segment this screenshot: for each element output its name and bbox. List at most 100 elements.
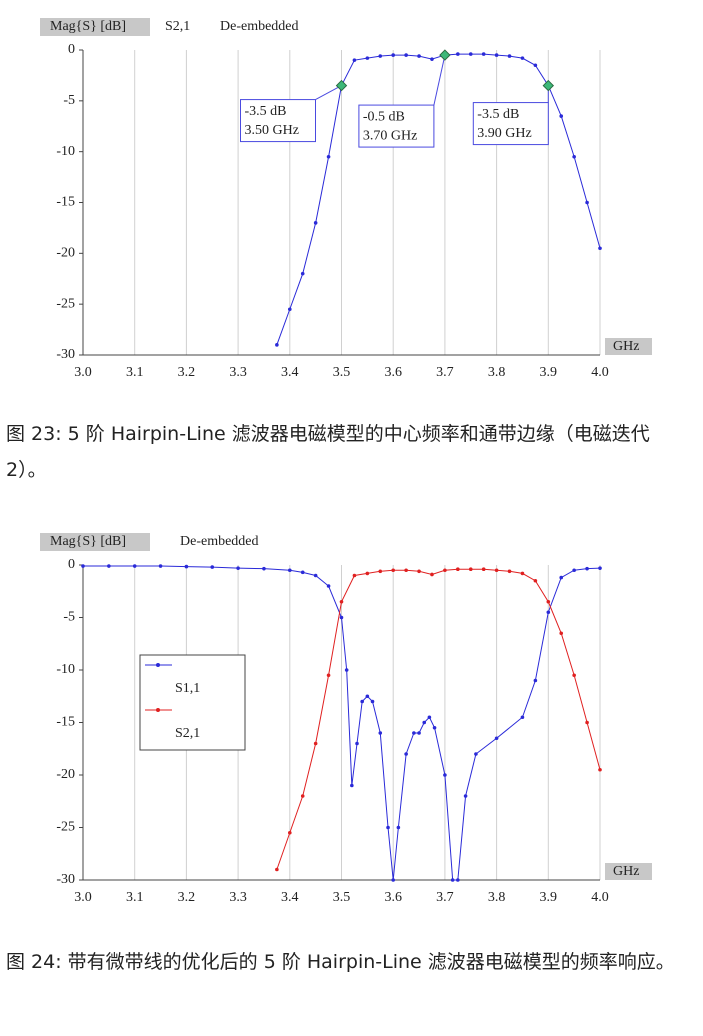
x-tick-label: 3.5 [333,365,351,380]
x-tick-label: 3.1 [126,890,144,905]
data-point [494,568,499,573]
y-tick-label: 0 [68,42,75,57]
annotation-leader [315,85,342,101]
x-tick-label: 3.7 [436,890,454,905]
y-tick-label: -10 [56,144,75,159]
data-point [355,741,359,746]
data-point [598,566,602,570]
data-point [456,567,460,571]
data-point [158,564,163,568]
x-label-box [605,338,652,355]
data-point [468,52,473,56]
x-tick-label: 3.2 [178,890,196,905]
annotation-text: 3.90 GHz [477,126,531,141]
data-point [430,572,434,577]
data-point [468,567,473,571]
data-point [288,568,292,573]
series-line [83,565,601,881]
subtitle: De-embedded [180,534,259,549]
x-tick-label: 3.1 [126,365,144,380]
data-point [352,58,357,62]
data-point [443,773,447,777]
data-point [572,154,576,159]
x-tick-label: 3.6 [384,365,402,380]
data-point [533,678,538,683]
x-tick-label: 3.6 [384,890,402,905]
data-point [236,566,240,570]
caption: 图 23: 5 阶 Hairpin-Line 滤波器电磁模型的中心频率和通带边缘… [6,423,650,481]
data-point [559,114,564,118]
data-point [360,699,364,704]
data-point [313,221,318,225]
caption: 图 24: 带有微带线的优化后的 5 阶 Hairpin-Line 滤波器电磁模… [6,951,675,973]
x-tick-label: 3.2 [178,365,196,380]
data-point [520,56,525,60]
legend-dot [156,663,160,667]
x-tick-label: 3.9 [540,365,558,380]
data-point [352,573,357,578]
data-point [404,568,408,573]
data-point [313,741,318,746]
x-label-box [605,863,652,880]
annotation-text: 3.70 GHz [363,128,417,143]
x-tick-label: 3.5 [333,890,351,905]
data-point [350,783,354,788]
data-point [572,673,576,678]
data-point [463,794,468,798]
data-point [585,720,589,725]
y-tick-label: -30 [56,872,75,887]
data-point [386,825,390,830]
label-box [40,533,150,551]
data-point [288,830,292,835]
data-point [546,610,551,615]
data-point [456,878,460,882]
data-point [300,271,305,276]
data-point [339,599,344,604]
legend-label: S1,1 [175,681,200,696]
marker [542,79,555,92]
data-point [184,564,189,569]
data-point [585,566,589,571]
data-point [559,575,564,580]
x-tick-label: 3.7 [436,365,454,380]
data-point [210,565,215,569]
data-point [456,52,460,56]
y-tick-label: -25 [56,296,75,311]
data-point [378,569,383,574]
data-point [494,736,499,741]
data-point [533,63,538,68]
data-point [344,668,349,672]
legend-dot [156,708,160,712]
data-point [412,731,416,735]
data-point [313,573,318,578]
x-tick-label: 3.9 [540,890,558,905]
data-point [474,752,478,756]
subtitle: De-embedded [220,19,299,34]
data-point [339,615,344,620]
y-tick-label: -5 [63,610,75,625]
legend-label: S2,1 [175,726,200,741]
data-point [450,878,455,882]
data-point [365,571,370,576]
annotation-box [358,104,435,148]
x-tick-label: 3.0 [74,890,92,905]
data-point [262,566,266,571]
data-point [378,731,383,735]
annotation-text: 3.50 GHz [245,123,299,138]
y-tick-label: -20 [56,767,75,782]
legend [139,654,246,751]
data-point [572,568,576,573]
x-tick-label: 3.8 [488,365,506,380]
data-point [378,54,383,58]
data-point [326,584,331,588]
data-point [427,715,432,720]
x-tick-label: 3.4 [281,365,299,380]
data-point [432,725,437,730]
data-point [598,767,602,772]
data-point [417,54,421,58]
y-tick-label: -5 [63,93,75,108]
data-point [107,564,111,568]
y-tick-label: -15 [56,195,75,210]
data-point [404,752,408,756]
